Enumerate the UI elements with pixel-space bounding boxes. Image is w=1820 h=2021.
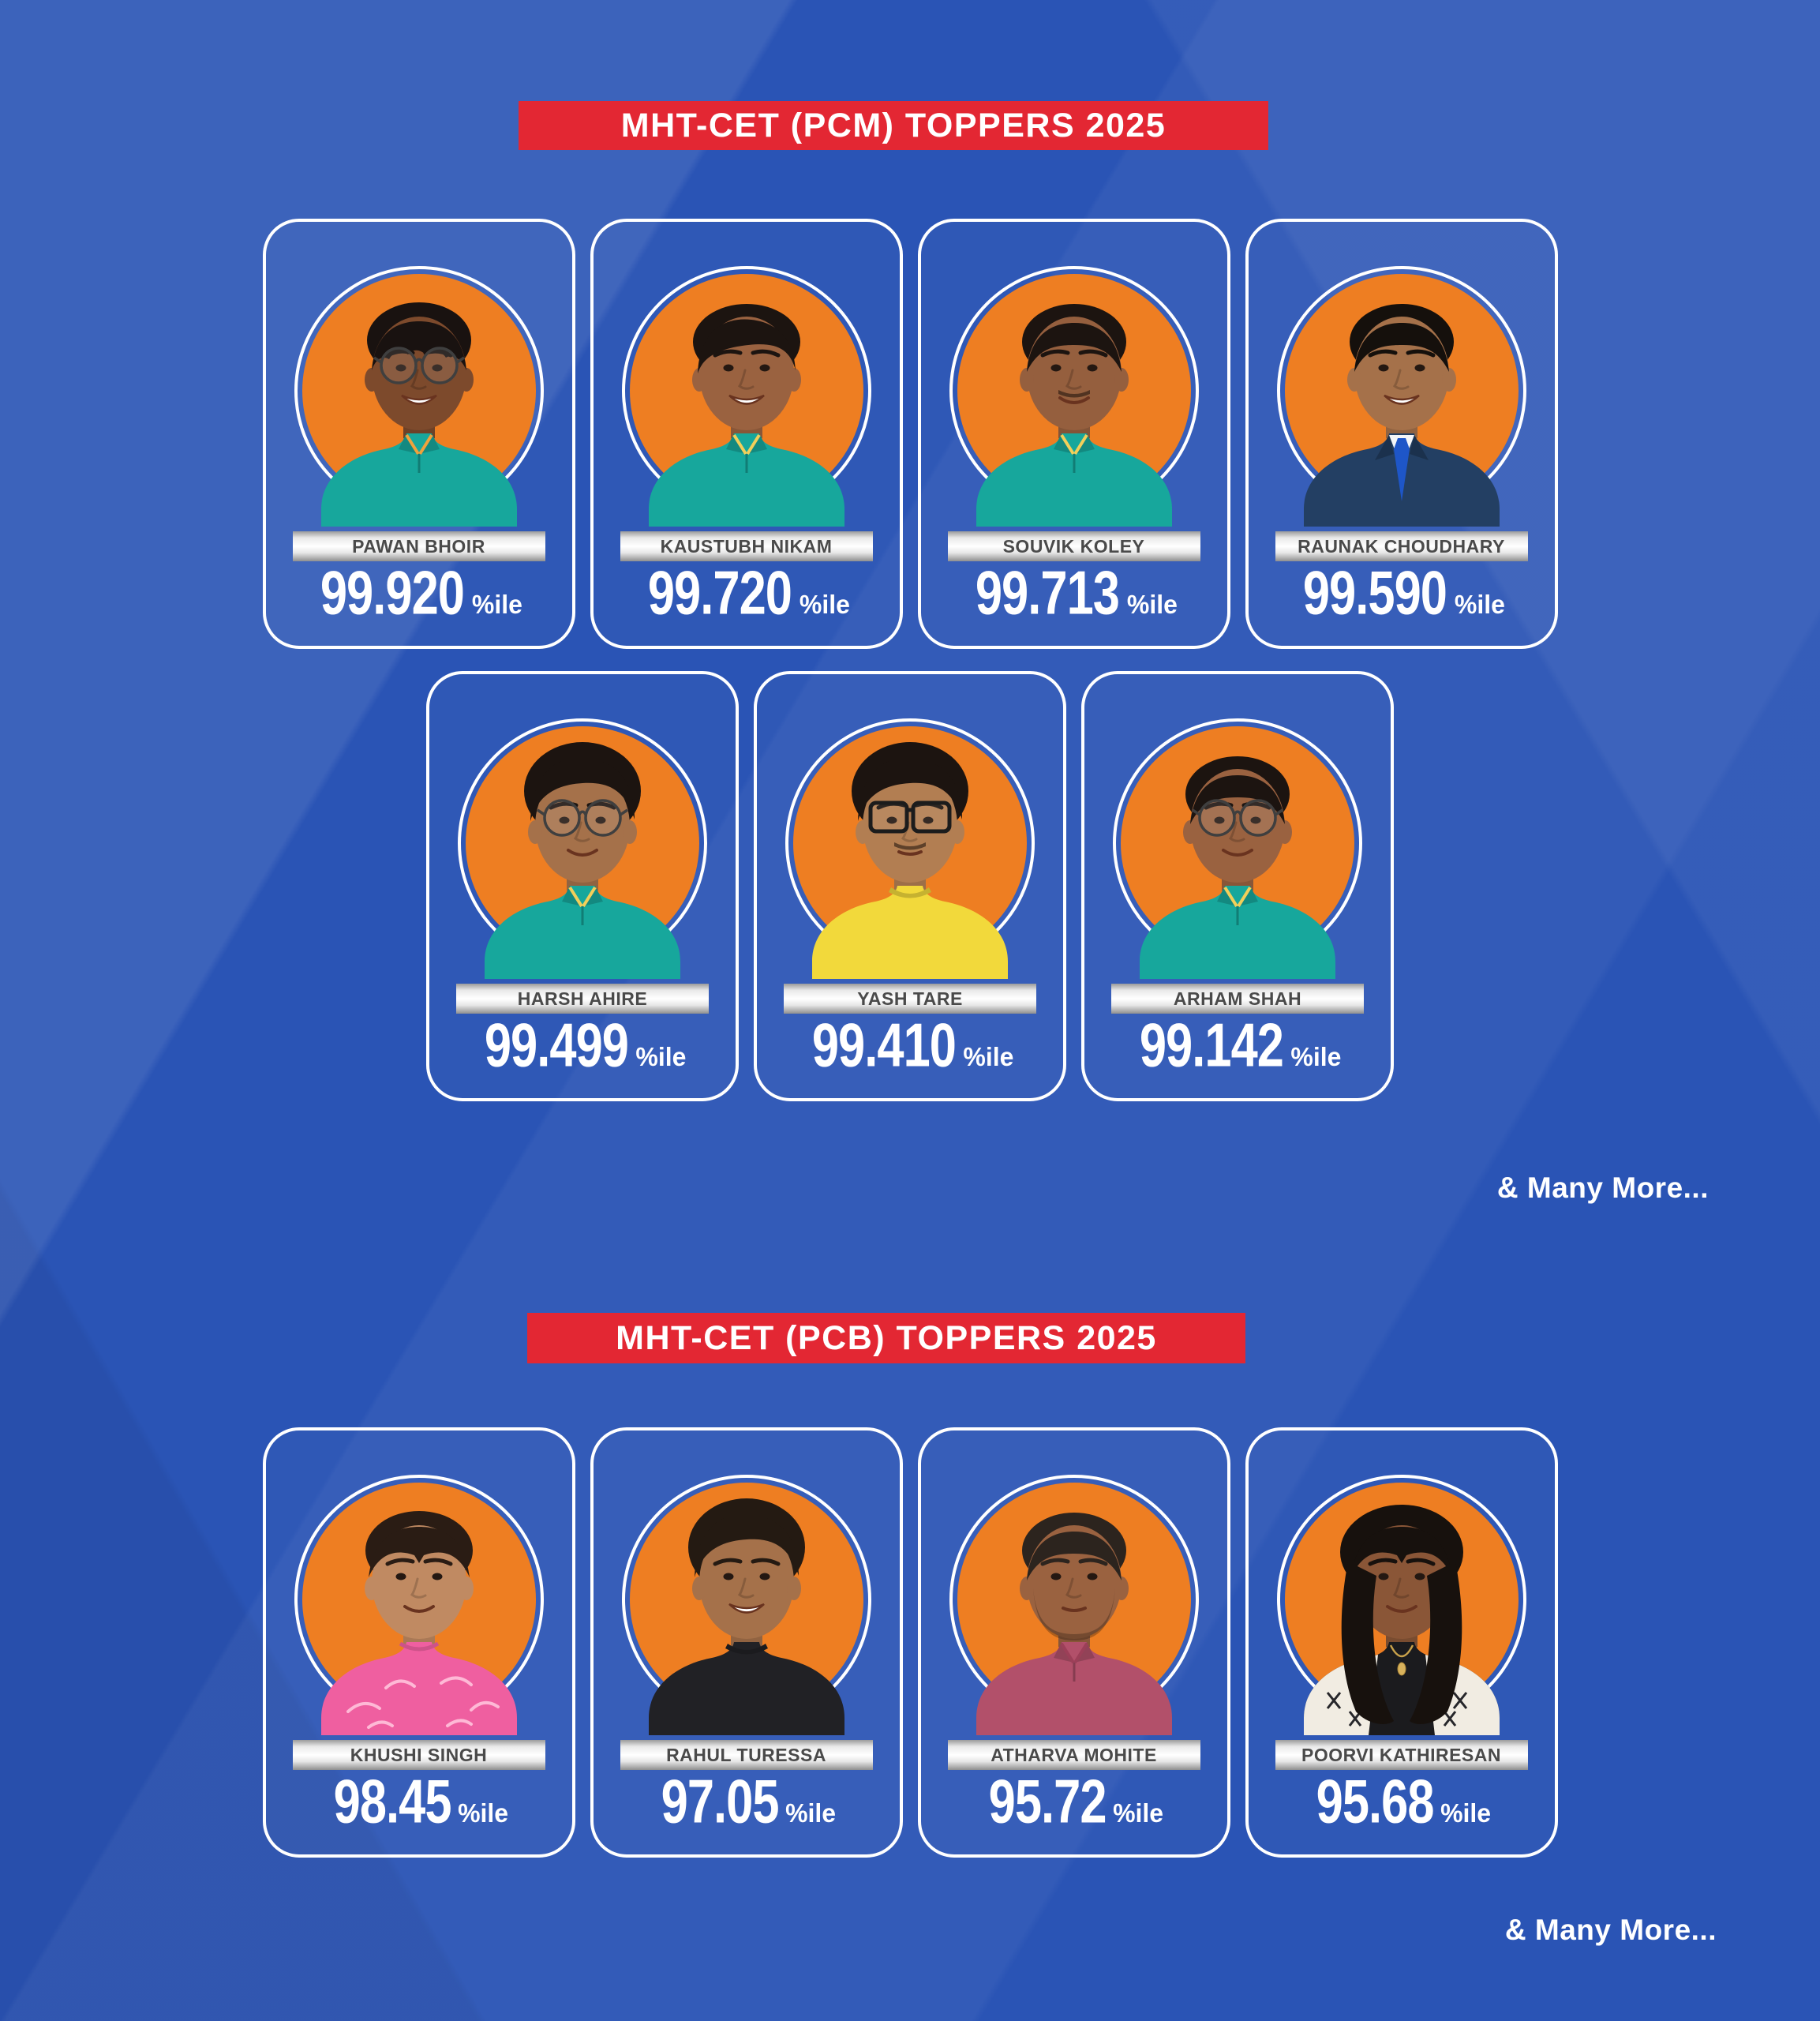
percentile-value: 99.720 [647,557,792,628]
person-avatar-icon [949,1475,1199,1735]
topper-name-plate: POORVI KATHIRESAN [1275,1740,1528,1770]
percentile-suffix: %ile [785,1798,837,1828]
topper-portrait [456,717,709,982]
percentile-suffix: %ile [1440,1798,1492,1828]
topper-name-plate: HARSH AHIRE [456,984,709,1014]
topper-portrait [293,1473,545,1738]
pcm-many-more-text: & Many More... [1496,1172,1709,1204]
topper-name-plate: RAUNAK CHOUDHARY [1275,531,1528,561]
topper-card-poorvi-kathiresan: POORVI KATHIRESAN 95.68 %ile [1245,1427,1558,1858]
topper-percentile: 99.720 %ile [642,561,850,623]
topper-name: ARHAM SHAH [1173,988,1302,1009]
person-avatar-icon [949,266,1199,527]
pcm-toppers-row-1: PAWAN BHOIR 99.920 %ile KAUSTUBH NIKAM 9… [0,219,1820,649]
percentile-value: 99.920 [320,557,465,628]
topper-name: HARSH AHIRE [517,988,648,1009]
topper-percentile: 99.920 %ile [315,561,522,623]
topper-portrait [293,264,545,530]
person-avatar-icon [621,266,871,527]
topper-name: POORVI KATHIRESAN [1301,1744,1501,1765]
percentile-suffix: %ile [635,1041,687,1072]
topper-name-plate: ATHARVA MOHITE [947,1740,1200,1770]
percentile-suffix: %ile [963,1041,1014,1072]
topper-portrait [784,717,1036,982]
topper-name-plate: SOUVIK KOLEY [947,531,1200,561]
topper-percentile: 99.713 %ile [970,561,1178,623]
topper-name-plate: KHUSHI SINGH [292,1740,545,1770]
topper-name: YASH TARE [857,988,963,1009]
topper-card-atharva-mohite: ATHARVA MOHITE 95.72 %ile [917,1427,1230,1858]
percentile-suffix: %ile [1454,589,1505,620]
topper-card-souvik-koley: SOUVIK KOLEY 99.713 %ile [917,219,1230,649]
person-avatar-icon [458,718,707,979]
topper-portrait [1111,717,1364,982]
person-avatar-icon [785,718,1035,979]
person-avatar-icon [1276,266,1526,527]
percentile-value: 95.68 [1316,1766,1434,1836]
topper-name: KAUSTUBH NIKAM [660,535,833,557]
topper-card-pawan-bhoir: PAWAN BHOIR 99.920 %ile [262,219,575,649]
percentile-value: 95.72 [988,1766,1107,1836]
topper-percentile: 99.142 %ile [1134,1014,1342,1075]
person-avatar-icon [1113,718,1362,979]
topper-name-plate: ARHAM SHAH [1111,984,1364,1014]
percentile-suffix: %ile [471,589,522,620]
topper-card-kaustubh-nikam: KAUSTUBH NIKAM 99.720 %ile [590,219,903,649]
topper-portrait [620,1473,873,1738]
topper-card-arham-shah: ARHAM SHAH 99.142 %ile [1081,671,1394,1101]
pcm-toppers-row-2: HARSH AHIRE 99.499 %ile YASH TARE 99.410… [0,671,1820,1101]
person-avatar-icon [294,266,544,527]
percentile-value: 99.499 [484,1010,628,1080]
topper-percentile: 99.590 %ile [1298,561,1505,623]
person-avatar-icon [294,1475,544,1735]
topper-name-plate: YASH TARE [784,984,1036,1014]
percentile-suffix: %ile [1126,589,1178,620]
percentile-value: 98.45 [333,1766,451,1836]
percentile-value: 97.05 [661,1766,779,1836]
topper-card-harsh-ahire: HARSH AHIRE 99.499 %ile [426,671,739,1101]
topper-name: RAUNAK CHOUDHARY [1298,535,1505,557]
topper-name: KHUSHI SINGH [350,1744,488,1765]
percentile-suffix: %ile [1113,1798,1164,1828]
topper-card-yash-tare: YASH TARE 99.410 %ile [754,671,1066,1101]
topper-portrait [620,264,873,530]
person-avatar-icon [621,1475,871,1735]
topper-percentile: 95.68 %ile [1312,1770,1492,1832]
pcb-title-banner: MHT-CET (PCB) TOPPERS 2025 [527,1313,1245,1363]
topper-percentile: 99.499 %ile [479,1014,687,1075]
topper-name-plate: PAWAN BHOIR [292,531,545,561]
pcb-title: MHT-CET (PCB) TOPPERS 2025 [616,1318,1157,1357]
topper-portrait [948,264,1200,530]
topper-name-plate: KAUSTUBH NIKAM [620,531,873,561]
pcb-many-more-text: & Many More... [1504,1914,1717,1946]
percentile-suffix: %ile [799,589,850,620]
percentile-value: 99.590 [1302,557,1447,628]
topper-percentile: 97.05 %ile [657,1770,837,1832]
topper-portrait [1275,1473,1528,1738]
percentile-value: 99.410 [811,1010,956,1080]
topper-card-khushi-singh: KHUSHI SINGH 98.45 %ile [262,1427,575,1858]
person-avatar-icon [1276,1475,1526,1735]
topper-name-plate: RAHUL TURESSA [620,1740,873,1770]
percentile-suffix: %ile [458,1798,509,1828]
percentile-value: 99.713 [975,557,1120,628]
topper-name: SOUVIK KOLEY [1002,535,1145,557]
percentile-suffix: %ile [1290,1041,1342,1072]
topper-percentile: 98.45 %ile [329,1770,509,1832]
topper-percentile: 99.410 %ile [807,1014,1014,1075]
topper-card-raunak-choudhary: RAUNAK CHOUDHARY 99.590 %ile [1245,219,1558,649]
percentile-value: 99.142 [1139,1010,1283,1080]
topper-name: ATHARVA MOHITE [991,1744,1157,1765]
topper-portrait [1275,264,1528,530]
pcm-title-banner: MHT-CET (PCM) TOPPERS 2025 [519,101,1268,150]
topper-name: RAHUL TURESSA [666,1744,826,1765]
topper-portrait [948,1473,1200,1738]
topper-name: PAWAN BHOIR [352,535,485,557]
pcb-toppers-row-1: KHUSHI SINGH 98.45 %ile RAHUL TURESSA 97… [0,1427,1820,1858]
topper-percentile: 95.72 %ile [984,1770,1164,1832]
pcm-title: MHT-CET (PCM) TOPPERS 2025 [620,106,1167,144]
topper-card-rahul-turessa: RAHUL TURESSA 97.05 %ile [590,1427,903,1858]
